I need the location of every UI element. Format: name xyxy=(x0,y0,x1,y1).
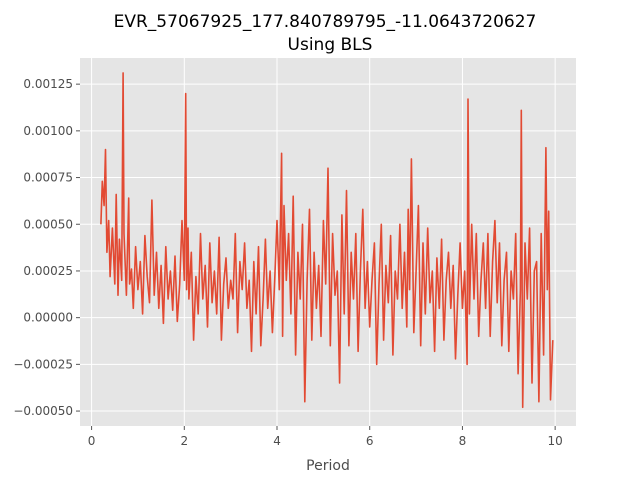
x-tick-label: 8 xyxy=(459,434,467,448)
y-tick-label: −0.00050 xyxy=(13,404,73,418)
x-tick-label: 4 xyxy=(273,434,281,448)
y-tick-label: 0.00025 xyxy=(23,264,73,278)
grid xyxy=(80,58,576,426)
y-tick-label: 0.00125 xyxy=(23,77,73,91)
y-tick-label: −0.00025 xyxy=(13,357,73,371)
x-axis-label: Period xyxy=(306,458,350,474)
y-tick-label: 0.00075 xyxy=(23,171,73,185)
plot-background xyxy=(80,58,576,426)
series-line-bls-power xyxy=(100,72,554,409)
x-tick-label: 0 xyxy=(88,434,96,448)
chart-subtitle: Using BLS xyxy=(288,35,373,55)
x-tick-label: 10 xyxy=(547,434,562,448)
x-tick-label: 6 xyxy=(366,434,374,448)
y-tick-label: 0.00100 xyxy=(23,124,73,138)
x-axis: 0 2 4 6 8 10 xyxy=(88,426,563,448)
y-axis: −0.00050 −0.00025 0.00000 0.00025 0.00050 0.0… xyxy=(13,77,80,418)
y-tick-label: 0.00050 xyxy=(23,217,73,231)
y-tick-label: 0.00000 xyxy=(23,311,73,325)
x-tick-label: 2 xyxy=(180,434,188,448)
chart-title: EVR_57067925_177.840789795_-11.064372062… xyxy=(114,12,537,32)
